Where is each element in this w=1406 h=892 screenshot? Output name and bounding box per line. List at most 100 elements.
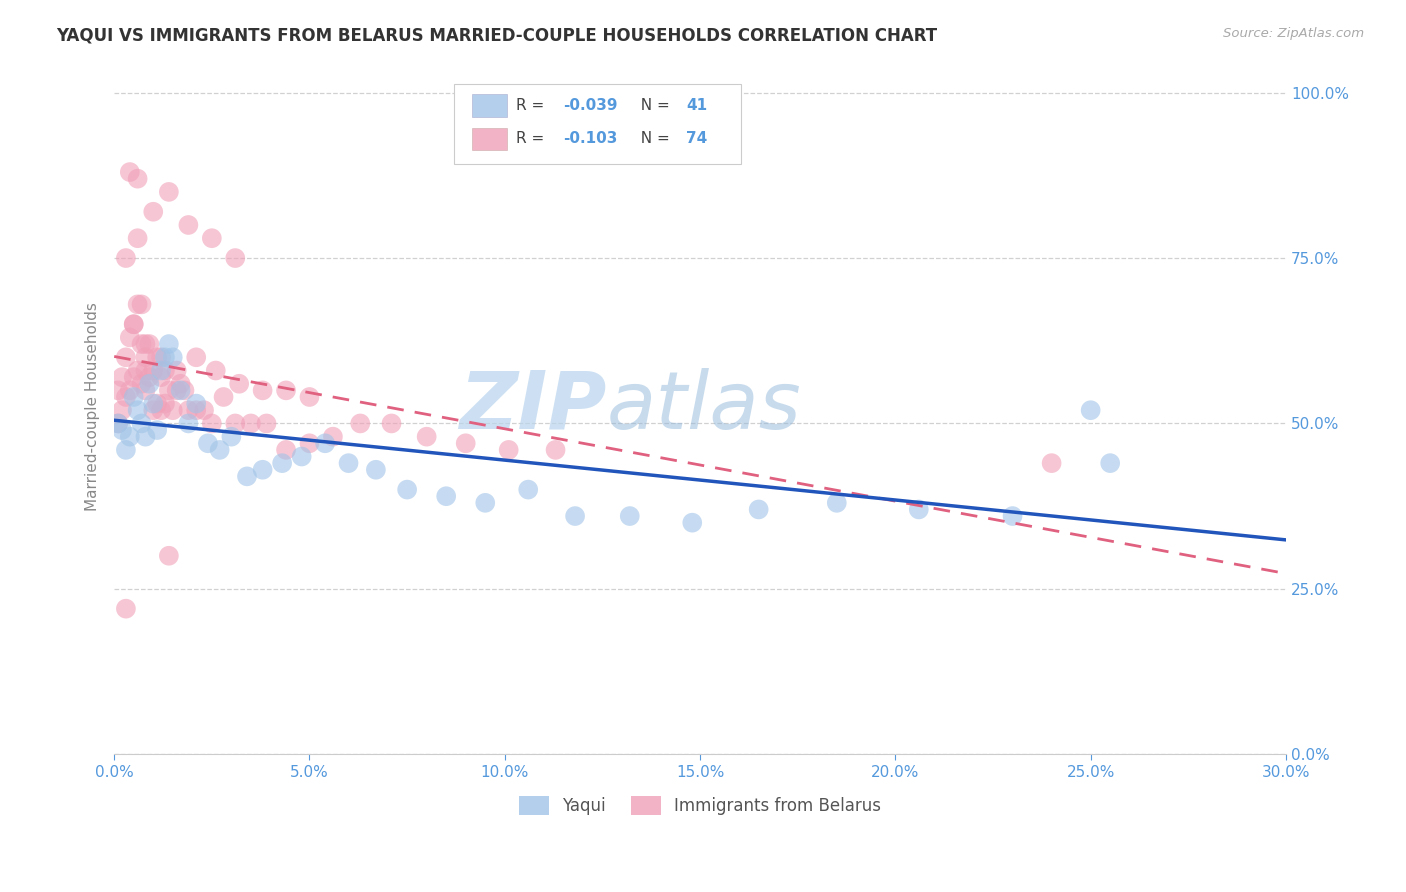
Y-axis label: Married-couple Households: Married-couple Households (86, 302, 100, 511)
Point (134, 337, 156, 351)
Point (122, 370, 145, 384)
Point (134, 363, 156, 377)
Text: Source: ZipAtlas.com: Source: ZipAtlas.com (1223, 27, 1364, 40)
Point (138, 376, 160, 391)
Point (197, 436, 219, 450)
Point (107, 384, 129, 398)
Point (127, 363, 149, 377)
Point (201, 231, 224, 245)
Point (142, 403, 165, 417)
Point (274, 384, 297, 398)
Point (517, 483, 540, 497)
Point (118, 330, 141, 344)
Point (150, 370, 173, 384)
Point (115, 601, 138, 615)
Point (322, 430, 344, 444)
Legend: Yaqui, Immigrants from Belarus: Yaqui, Immigrants from Belarus (519, 796, 882, 815)
Point (177, 403, 200, 417)
Point (224, 251, 246, 265)
FancyBboxPatch shape (471, 95, 506, 117)
Point (498, 442, 520, 457)
Point (157, 384, 180, 398)
Point (162, 403, 184, 417)
Point (173, 384, 195, 398)
Point (748, 502, 770, 516)
Point (544, 442, 567, 457)
Point (118, 384, 141, 398)
Point (364, 463, 387, 477)
Point (224, 417, 246, 431)
Point (142, 204, 165, 219)
Text: 41: 41 (686, 98, 707, 113)
Point (153, 396, 176, 410)
Point (474, 496, 496, 510)
Point (166, 384, 188, 398)
Point (111, 423, 134, 437)
Point (380, 417, 402, 431)
Point (228, 376, 250, 391)
Text: N =: N = (631, 131, 675, 146)
Point (115, 390, 138, 404)
Point (138, 370, 160, 384)
Point (115, 442, 138, 457)
Point (201, 417, 224, 431)
Point (115, 251, 138, 265)
Point (256, 417, 278, 431)
Point (127, 231, 149, 245)
Point (186, 351, 208, 365)
Point (454, 436, 477, 450)
Point (239, 417, 262, 431)
Point (153, 351, 176, 365)
Point (118, 430, 141, 444)
Point (186, 396, 208, 410)
Point (142, 396, 165, 410)
Point (134, 384, 156, 398)
Point (107, 417, 129, 431)
Point (204, 363, 226, 377)
Text: 74: 74 (686, 131, 707, 146)
Text: YAQUI VS IMMIGRANTS FROM BELARUS MARRIED-COUPLE HOUSEHOLDS CORRELATION CHART: YAQUI VS IMMIGRANTS FROM BELARUS MARRIED… (56, 27, 938, 45)
Point (212, 390, 235, 404)
Point (415, 430, 437, 444)
Point (396, 483, 419, 497)
Point (1001, 509, 1024, 524)
Point (157, 185, 180, 199)
Point (252, 463, 274, 477)
FancyBboxPatch shape (454, 84, 741, 164)
Point (186, 403, 208, 417)
Point (138, 337, 160, 351)
Point (122, 390, 145, 404)
Text: ZIP: ZIP (458, 368, 606, 446)
Text: -0.039: -0.039 (562, 98, 617, 113)
Point (127, 171, 149, 186)
FancyBboxPatch shape (471, 128, 506, 150)
Point (111, 403, 134, 417)
Text: atlas: atlas (606, 368, 801, 446)
Point (169, 376, 191, 391)
Point (131, 376, 153, 391)
Point (122, 317, 145, 331)
Point (157, 549, 180, 563)
Point (107, 417, 129, 431)
Point (115, 351, 138, 365)
Point (146, 351, 169, 365)
Point (127, 297, 149, 311)
Point (208, 442, 231, 457)
Point (177, 417, 200, 431)
Point (1040, 456, 1063, 470)
Point (619, 509, 641, 524)
Point (142, 363, 165, 377)
Point (193, 403, 215, 417)
Point (169, 384, 191, 398)
Point (337, 456, 360, 470)
Point (122, 317, 145, 331)
Text: -0.103: -0.103 (562, 131, 617, 146)
Point (271, 456, 294, 470)
Point (314, 436, 336, 450)
Point (134, 351, 156, 365)
Point (150, 351, 173, 365)
Point (1080, 403, 1102, 417)
Point (564, 509, 586, 524)
Point (127, 403, 149, 417)
Point (825, 496, 848, 510)
